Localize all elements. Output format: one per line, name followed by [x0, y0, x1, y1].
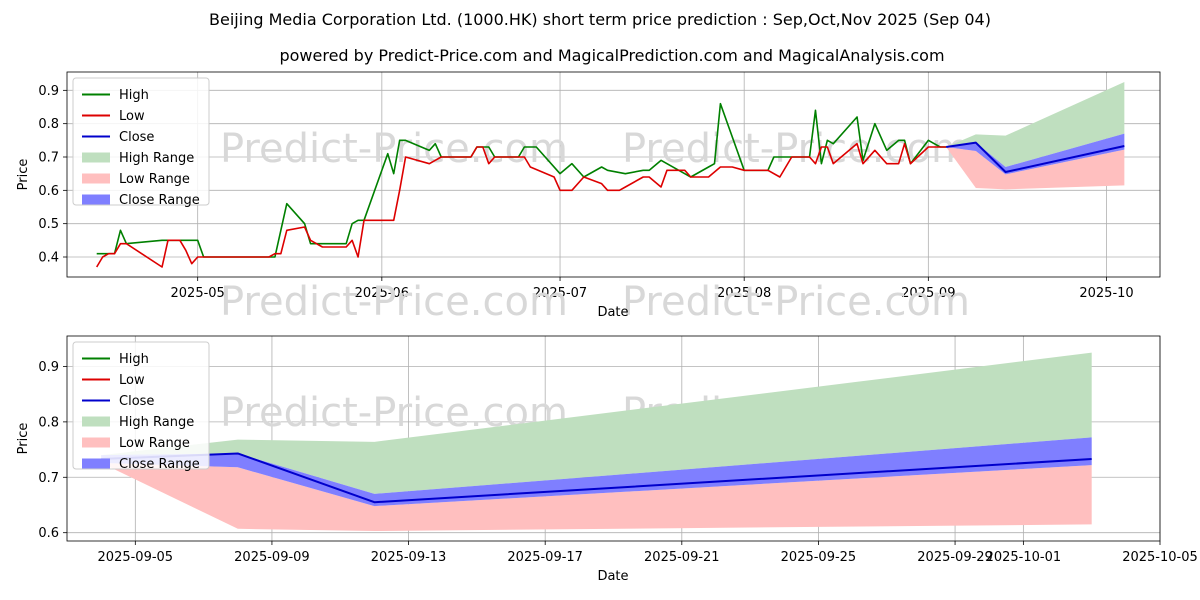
legend-label: High	[119, 88, 149, 103]
x-tick-label: 2025-05	[171, 286, 225, 301]
top-panel: 2025-05 2025-06 2025-07 2025-08 2025-09 2025-…	[16, 71, 1161, 325]
x-tick-label: 2025-09-29	[917, 550, 993, 565]
legend-label: Close Range	[119, 457, 200, 472]
x-tick-label: 2025-09-09	[234, 550, 310, 565]
x-tick-label: 2025-09	[901, 286, 955, 301]
x-axis-label: Date	[597, 569, 628, 584]
x-tick-label: 2025-09-21	[644, 550, 720, 565]
watermark-text: Predict-Price.com	[622, 279, 970, 325]
legend-label: High Range	[119, 415, 194, 430]
y-tick-label: 0.8	[38, 415, 59, 430]
close-range-band	[101, 437, 1092, 507]
legend-label: Low Range	[119, 436, 190, 451]
legend-box	[72, 77, 210, 206]
x-tick-label: 2025-09-17	[507, 550, 583, 565]
watermark-text: Predict-Price.com	[622, 126, 970, 172]
low-series-line	[96, 142, 947, 268]
high-range-band	[946, 82, 1125, 167]
y-tick-label: 0.9	[38, 360, 59, 375]
y-tick-label: 0.8	[38, 117, 59, 132]
legend-swatch	[82, 416, 110, 427]
legend-label: Low	[119, 109, 145, 124]
legend-label: High	[119, 352, 149, 367]
close-series-line	[946, 141, 1125, 173]
legend-swatch	[82, 194, 110, 205]
y-tick-label: 0.9	[38, 84, 59, 99]
y-tick-label: 0.6	[38, 526, 59, 541]
legend-box	[72, 341, 210, 470]
legend-label: High Range	[119, 151, 194, 166]
x-tick-label: 2025-07	[533, 286, 587, 301]
legend-swatch	[82, 458, 110, 469]
x-tick-label: 2025-09-05	[98, 550, 174, 565]
high-range-band	[101, 352, 1092, 494]
bottom-panel: 2025-09-05 2025-09-09 2025-09-13 2025-09-17…	[16, 335, 1198, 584]
chart-title: Beijing Media Corporation Ltd. (1000.HK)…	[209, 10, 991, 29]
legend-label: Low Range	[119, 172, 190, 187]
x-tick-label: 2025-10	[1079, 286, 1133, 301]
legend-swatch	[82, 437, 110, 448]
watermark-text: Predict-Price.com	[220, 126, 568, 172]
x-tick-label: 2025-10-01	[986, 550, 1062, 565]
y-axis-label: Price	[16, 159, 31, 191]
low-range-band	[946, 147, 1125, 190]
y-axis-label: Price	[16, 423, 31, 455]
legend-label: Low	[119, 373, 145, 388]
chart-subtitle: powered by Predict-Price.com and Magical…	[279, 46, 944, 65]
x-tick-label: 2025-06	[355, 286, 409, 301]
legend-label: Close	[119, 394, 154, 409]
plot-frame	[66, 71, 1161, 278]
y-tick-label: 0.6	[38, 184, 59, 199]
x-tick-label: 2025-09-25	[781, 550, 857, 565]
y-tick-label: 0.7	[38, 471, 59, 486]
x-axis-label: Date	[597, 305, 628, 320]
x-tick-label: 2025-10-05	[1122, 550, 1198, 565]
y-tick-label: 0.4	[38, 251, 59, 266]
legend-swatch	[82, 152, 110, 163]
y-tick-label: 0.5	[38, 217, 59, 232]
legend-swatch	[82, 173, 110, 184]
x-tick-label: 2025-08	[717, 286, 771, 301]
plot-frame	[66, 335, 1161, 542]
low-range-band	[101, 462, 1092, 532]
legend-label: Close Range	[119, 193, 200, 208]
high-series-line	[96, 102, 947, 258]
watermark-text: Predict-Price.com	[220, 279, 568, 325]
y-tick-label: 0.7	[38, 151, 59, 166]
legend-label: Close	[119, 130, 154, 145]
x-tick-label: 2025-09-13	[371, 550, 447, 565]
